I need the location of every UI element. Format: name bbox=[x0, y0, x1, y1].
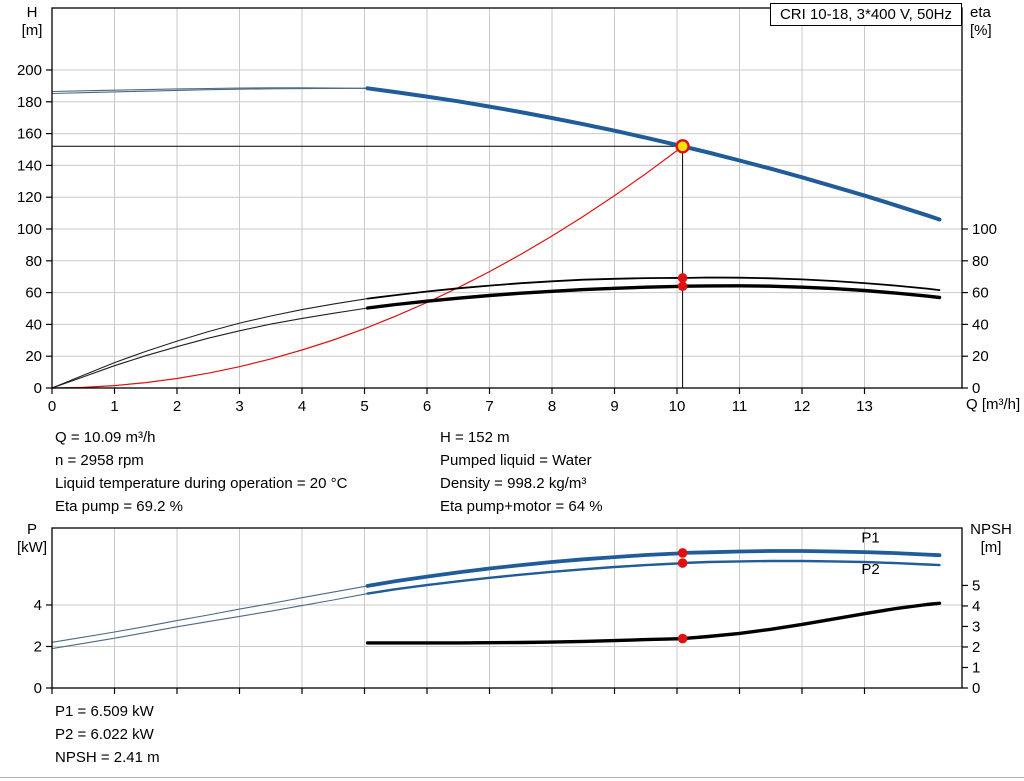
svg-text:20: 20 bbox=[25, 348, 42, 365]
eta-pump-motor-curve-ext bbox=[51, 307, 369, 389]
svg-text:0: 0 bbox=[972, 680, 980, 697]
svg-text:0: 0 bbox=[48, 398, 56, 415]
pump-curve-ext-upper bbox=[51, 87, 369, 93]
eta-pump-duty-dot bbox=[677, 273, 688, 283]
svg-text:0: 0 bbox=[972, 380, 980, 397]
system-curve bbox=[51, 145, 684, 389]
npsh-axis-symbol: NPSH bbox=[970, 521, 1012, 538]
duty-info-right-column: H = 152 m Pumped liquid = Water Density … bbox=[440, 426, 603, 518]
info-line-density: Density = 998.2 kg/m³ bbox=[440, 475, 587, 492]
p2-curve bbox=[366, 559, 941, 595]
power-npsh-chart-frame bbox=[51, 527, 963, 689]
svg-text:60: 60 bbox=[972, 285, 989, 302]
svg-text:2: 2 bbox=[972, 639, 980, 656]
svg-text:12: 12 bbox=[794, 398, 811, 415]
npsh-duty-dot bbox=[677, 633, 688, 644]
svg-text:1: 1 bbox=[110, 398, 118, 415]
pump-curve bbox=[365, 86, 942, 222]
svg-text:5: 5 bbox=[360, 398, 368, 415]
eta-pump-motor-curve bbox=[365, 284, 942, 310]
svg-text:2: 2 bbox=[34, 638, 42, 655]
svg-text:4: 4 bbox=[34, 597, 42, 614]
h-axis-symbol: H bbox=[26, 4, 38, 21]
eta-pump-curve-ext bbox=[51, 298, 369, 389]
p-axis-label: P [kW] bbox=[10, 521, 54, 557]
p-axis-unit: [kW] bbox=[17, 539, 47, 556]
svg-text:20: 20 bbox=[972, 348, 989, 365]
svg-text:0: 0 bbox=[34, 380, 42, 397]
info-line-liquid-temp: Liquid temperature during operation = 20… bbox=[55, 475, 348, 492]
result-line-p2: P2 = 6.022 kW bbox=[55, 726, 154, 743]
p1-duty-dot bbox=[677, 548, 688, 558]
result-line-p1: P1 = 6.509 kW bbox=[55, 703, 154, 720]
svg-text:7: 7 bbox=[485, 398, 493, 415]
svg-text:9: 9 bbox=[610, 398, 618, 415]
duty-point-marker bbox=[675, 139, 690, 154]
eta-axis-unit: [%] bbox=[970, 22, 992, 39]
result-line-npsh: NPSH = 2.41 m bbox=[55, 749, 160, 766]
info-line-eta-pump-motor: Eta pump+motor = 64 % bbox=[440, 498, 603, 515]
svg-text:180: 180 bbox=[17, 94, 42, 111]
svg-text:40: 40 bbox=[25, 316, 42, 333]
eta-axis-symbol: eta bbox=[970, 4, 991, 21]
pump-title-box: CRI 10-18, 3*400 V, 50Hz bbox=[769, 3, 962, 26]
info-line-speed: n = 2958 rpm bbox=[55, 452, 144, 469]
h-axis-label: H [m] bbox=[12, 4, 52, 40]
svg-text:3: 3 bbox=[972, 618, 980, 635]
svg-text:40: 40 bbox=[972, 316, 989, 333]
info-line-q: Q = 10.09 m³/h bbox=[55, 429, 156, 446]
svg-text:10: 10 bbox=[669, 398, 686, 415]
pump-curve-ext-lower bbox=[51, 87, 369, 95]
duty-info-left-column: Q = 10.09 m³/h n = 2958 rpm Liquid tempe… bbox=[55, 426, 347, 518]
footer-divider bbox=[0, 777, 1024, 778]
info-line-eta-pump: Eta pump = 69.2 % bbox=[55, 498, 183, 515]
p-axis-symbol: P bbox=[26, 521, 37, 538]
svg-text:0: 0 bbox=[34, 680, 42, 697]
npsh-axis-unit: [m] bbox=[980, 539, 1002, 556]
q-axis-label: Q [m³/h] bbox=[966, 396, 1021, 413]
svg-text:2: 2 bbox=[173, 398, 181, 415]
svg-text:120: 120 bbox=[17, 189, 42, 206]
svg-text:13: 13 bbox=[856, 398, 873, 415]
svg-text:6: 6 bbox=[423, 398, 431, 415]
svg-text:5: 5 bbox=[972, 577, 980, 594]
info-line-pumped-liquid: Pumped liquid = Water bbox=[440, 452, 592, 469]
svg-text:60: 60 bbox=[25, 285, 42, 302]
p1-curve-label: P1 bbox=[861, 530, 879, 547]
svg-text:1: 1 bbox=[972, 659, 980, 676]
p2-duty-dot bbox=[677, 558, 688, 568]
svg-text:80: 80 bbox=[972, 253, 989, 270]
p2-curve-ext bbox=[51, 593, 369, 650]
svg-text:4: 4 bbox=[298, 398, 306, 415]
info-line-head: H = 152 m bbox=[440, 429, 510, 446]
svg-text:140: 140 bbox=[17, 157, 42, 174]
p1-curve bbox=[365, 549, 942, 588]
svg-text:160: 160 bbox=[17, 126, 42, 143]
hq-eta-chart-frame bbox=[51, 7, 963, 389]
p1-curve-ext bbox=[51, 585, 369, 643]
svg-text:11: 11 bbox=[732, 398, 748, 415]
eta-axis-label: eta [%] bbox=[970, 4, 1016, 40]
svg-text:200: 200 bbox=[17, 62, 42, 79]
pump-title-text: CRI 10-18, 3*400 V, 50Hz bbox=[779, 6, 952, 23]
eta-pump-motor-duty-dot bbox=[677, 281, 688, 292]
svg-text:80: 80 bbox=[25, 253, 42, 270]
p2-curve-label: P2 bbox=[861, 561, 879, 578]
svg-text:100: 100 bbox=[972, 221, 997, 238]
svg-text:4: 4 bbox=[972, 598, 980, 615]
npsh-axis-label: NPSH [m] bbox=[962, 521, 1020, 557]
h-axis-unit: [m] bbox=[21, 22, 43, 39]
eta-pump-curve bbox=[366, 276, 941, 300]
svg-text:8: 8 bbox=[548, 398, 556, 415]
results-column: P1 = 6.509 kW P2 = 6.022 kW NPSH = 2.41 … bbox=[55, 700, 160, 769]
npsh-curve bbox=[365, 601, 942, 645]
svg-text:3: 3 bbox=[235, 398, 243, 415]
svg-text:100: 100 bbox=[17, 221, 42, 238]
